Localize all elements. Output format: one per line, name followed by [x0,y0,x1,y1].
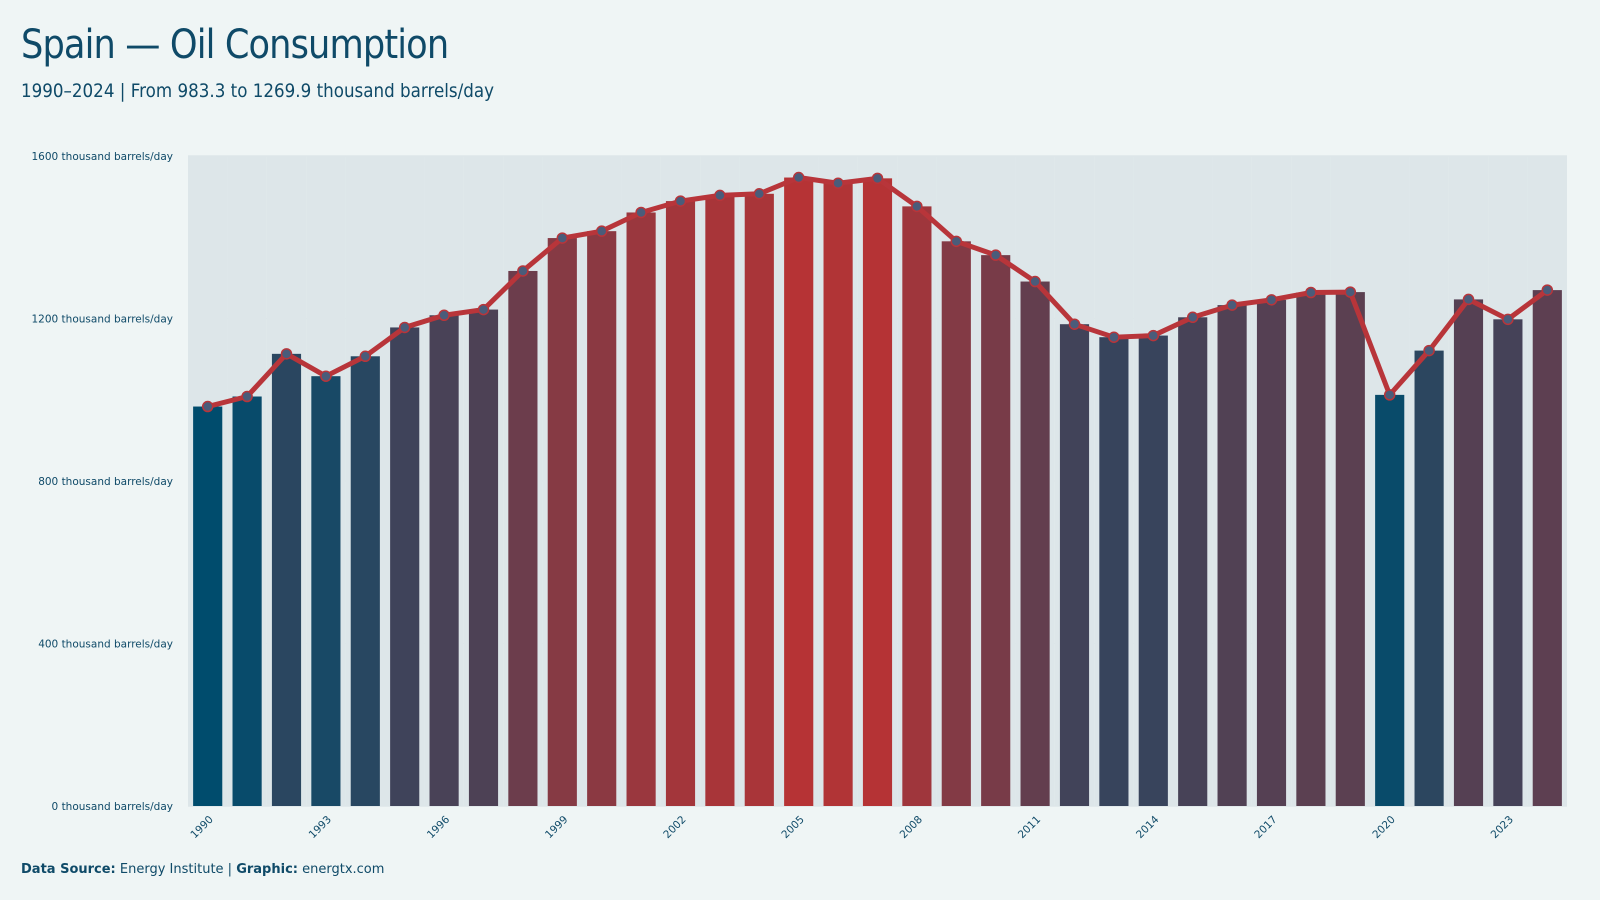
line-marker [1147,329,1160,342]
line-marker [714,189,726,202]
bar [981,255,1011,806]
y-tick-label: 1200 thousand barrels/day [32,314,174,326]
graphic-value: energtx.com [302,862,385,877]
bar [468,309,499,806]
x-tick-label: 2014 [1134,813,1162,841]
x-axis-ticks: 1990 1993 1996 1999 2002 2005 2008 2011 2014 2017… [188,813,1516,841]
line-marker [1108,331,1120,343]
bar [902,206,932,806]
x-tick-label: 1990 [188,814,215,841]
bar [1296,292,1326,806]
x-tick-label: 1996 [425,813,453,841]
line-marker [635,206,647,219]
line-marker [1226,299,1238,311]
line-marker [832,177,844,189]
bar [1020,281,1050,806]
bar [1217,305,1247,806]
line-marker [1265,294,1278,306]
x-tick-label: 1993 [307,814,334,841]
bar [784,177,814,806]
bar [1099,337,1129,806]
bar [1414,350,1444,806]
bar [350,356,380,806]
y-tick-label: 0 thousand barrels/day [52,801,173,813]
line-marker [1068,318,1081,330]
bar [508,270,538,806]
x-tick-label: 2008 [898,814,925,841]
bar [744,193,774,806]
line-marker [556,232,569,244]
graphic-label: Graphic: [236,862,298,877]
line-marker [1383,389,1396,401]
line-marker [595,225,608,237]
line-marker [1423,344,1435,357]
bar [862,178,893,806]
line-marker [438,309,450,321]
bar [1453,299,1484,806]
bar [1138,335,1168,806]
bar [1178,317,1208,806]
x-tick-label: 2005 [779,814,806,841]
line-marker [1502,313,1514,326]
line-marker [359,350,372,363]
line-marker [1029,275,1041,288]
line-marker [753,188,766,200]
line-marker [1462,293,1475,306]
line-marker [871,172,884,185]
footer: Data Source: Energy Institute | Graphic:… [21,862,384,877]
bar [311,376,341,806]
line-marker [201,400,214,413]
bar [1256,299,1287,806]
bar [587,231,617,806]
y-axis-ticks: 0 thousand barrels/day 400 thousand barre… [32,151,174,813]
line-marker [517,265,529,277]
line-marker [674,195,687,207]
line-marker [477,303,490,316]
line-markers [201,171,1554,413]
source-label: Data Source: [21,862,116,877]
x-tick-label: 2023 [1489,814,1516,841]
line-marker [1186,311,1199,324]
x-tick-label: 2002 [661,814,688,841]
bar [271,353,302,806]
x-tick-label: 1999 [543,814,570,841]
x-tick-label: 2011 [1016,814,1043,841]
line-marker [320,370,332,382]
line-marker [1305,286,1317,299]
line-marker [241,390,253,403]
bar [705,195,735,806]
bar [1059,324,1090,806]
x-tick-label: 2020 [1370,814,1397,841]
bar [1375,394,1405,806]
line-marker [1541,284,1554,296]
y-tick-label: 800 thousand barrels/day [38,476,173,488]
bar [390,327,420,806]
bar [1493,319,1523,806]
line-marker [989,249,1002,261]
source-value: Energy Institute | [119,862,233,877]
bar [1532,290,1562,806]
chart-subtitle: 1990–2024 | From 983.3 to 1269.9 thousan… [21,80,495,102]
x-tick-label: 2017 [1252,814,1279,841]
y-tick-label: 1600 thousand barrels/day [32,151,174,163]
line-marker [398,321,411,334]
line-marker [280,348,293,360]
bar [429,315,459,806]
bar [941,241,971,806]
bar [193,406,223,806]
bar [1335,292,1365,806]
bar [547,238,577,806]
line-marker [911,200,923,213]
bar [626,212,656,806]
y-tick-label: 400 thousand barrels/day [38,639,173,651]
bar [823,183,853,806]
bars [188,156,1567,806]
chart-title: Spain — Oil Consumption [21,22,449,68]
line-marker [792,171,805,184]
line-marker [950,235,963,248]
bar [232,396,262,806]
line-marker [1344,286,1357,298]
bar [665,201,696,806]
